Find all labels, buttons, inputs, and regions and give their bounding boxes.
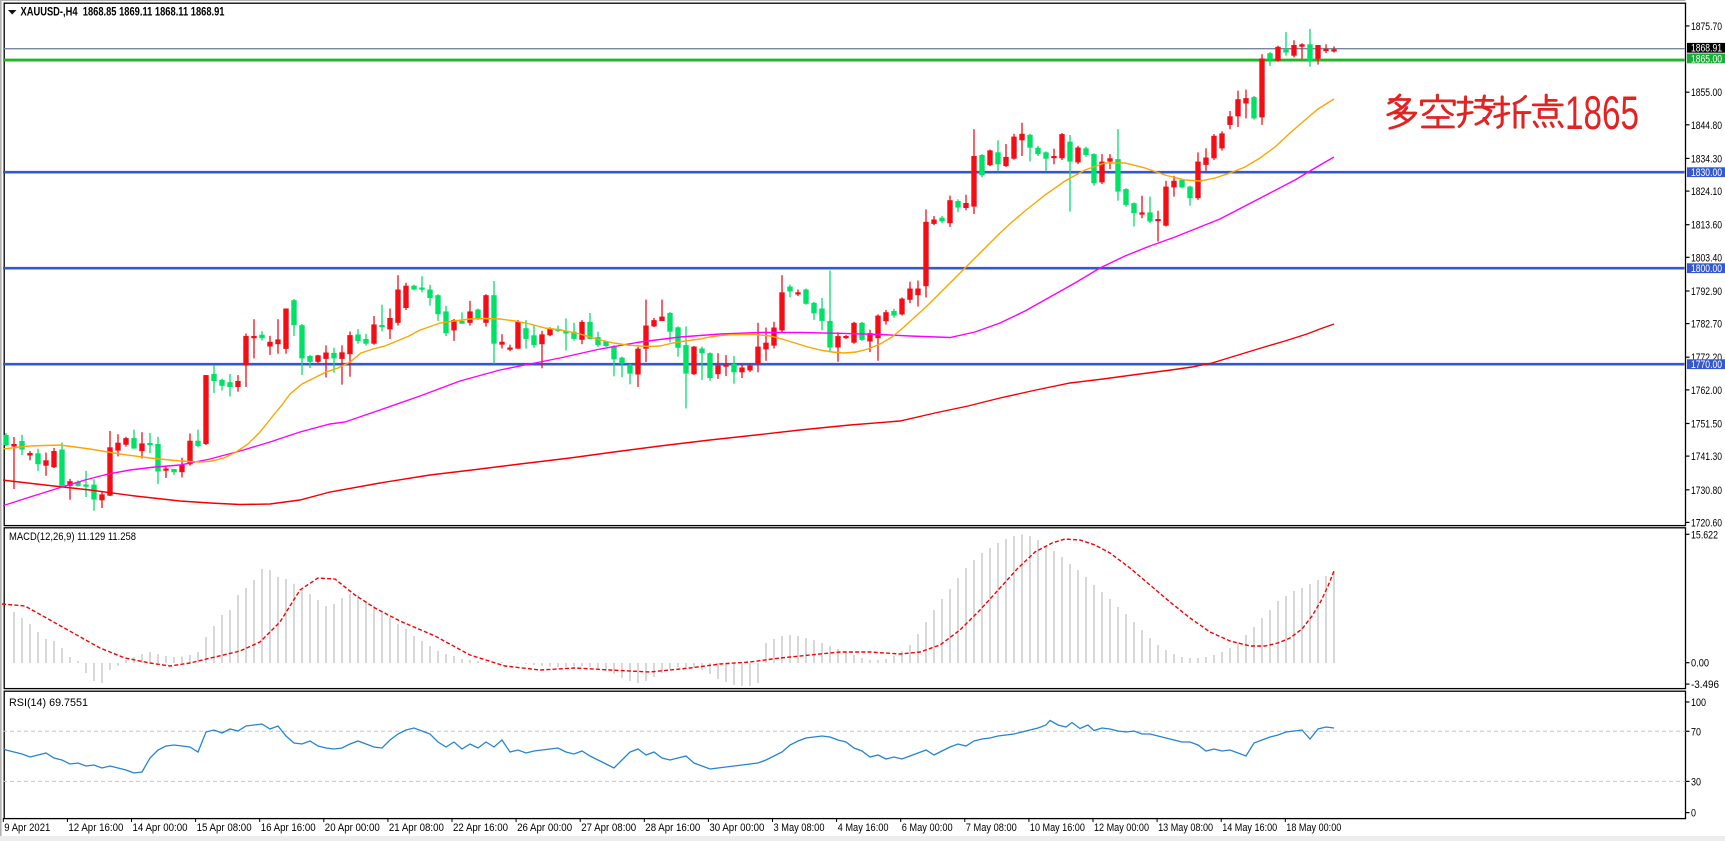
svg-text:1868.91: 1868.91 <box>1691 43 1722 55</box>
svg-text:9 Apr 2021: 9 Apr 2021 <box>4 822 50 834</box>
svg-text:-3.496: -3.496 <box>1691 679 1719 691</box>
svg-text:1813.60: 1813.60 <box>1691 220 1722 232</box>
svg-text:22 Apr 16:00: 22 Apr 16:00 <box>453 822 508 834</box>
svg-text:1730.80: 1730.80 <box>1691 485 1722 497</box>
svg-text:12 May 00:00: 12 May 00:00 <box>1094 822 1149 834</box>
svg-text:RSI(14) 69.7551: RSI(14) 69.7551 <box>9 697 88 709</box>
svg-text:70: 70 <box>1691 726 1701 738</box>
svg-text:27 Apr 08:00: 27 Apr 08:00 <box>581 822 636 834</box>
svg-text:18 May 00:00: 18 May 00:00 <box>1286 822 1341 834</box>
svg-text:1770.00: 1770.00 <box>1691 359 1722 371</box>
svg-text:1865.00: 1865.00 <box>1691 53 1722 65</box>
svg-text:21 Apr 08:00: 21 Apr 08:00 <box>389 822 444 834</box>
svg-text:15.622: 15.622 <box>1691 529 1718 541</box>
svg-text:1741.30: 1741.30 <box>1691 451 1722 463</box>
svg-text:16 Apr 16:00: 16 Apr 16:00 <box>261 822 316 834</box>
svg-text:15 Apr 08:00: 15 Apr 08:00 <box>197 822 252 834</box>
svg-text:0.00: 0.00 <box>1691 658 1709 670</box>
svg-text:1865: 1865 <box>1565 86 1639 139</box>
svg-text:1830.00: 1830.00 <box>1691 167 1722 179</box>
svg-text:1720.60: 1720.60 <box>1691 517 1722 529</box>
svg-text:30 Apr 00:00: 30 Apr 00:00 <box>709 822 764 834</box>
svg-text:1803.40: 1803.40 <box>1691 252 1722 264</box>
svg-text:26 Apr 00:00: 26 Apr 00:00 <box>517 822 572 834</box>
svg-text:1844.80: 1844.80 <box>1691 120 1722 132</box>
svg-text:0: 0 <box>1691 808 1696 820</box>
svg-text:XAUUSD-,H4 1868.85 1869.11 18: XAUUSD-,H4 1868.85 1869.11 1868.11 1868.… <box>21 5 225 19</box>
svg-text:28 Apr 16:00: 28 Apr 16:00 <box>645 822 700 834</box>
svg-text:100: 100 <box>1691 697 1706 709</box>
svg-text:13 May 08:00: 13 May 08:00 <box>1158 822 1213 834</box>
svg-text:4 May 16:00: 4 May 16:00 <box>838 822 889 834</box>
svg-text:12 Apr 16:00: 12 Apr 16:00 <box>68 822 123 834</box>
svg-text:14 May 16:00: 14 May 16:00 <box>1222 822 1277 834</box>
svg-text:1834.30: 1834.30 <box>1691 153 1722 165</box>
svg-text:20 Apr 00:00: 20 Apr 00:00 <box>325 822 380 834</box>
svg-text:1855.00: 1855.00 <box>1691 87 1722 99</box>
svg-text:14 Apr 00:00: 14 Apr 00:00 <box>133 822 188 834</box>
svg-text:30: 30 <box>1691 776 1701 788</box>
svg-text:1875.70: 1875.70 <box>1691 21 1722 33</box>
svg-text:7 May 08:00: 7 May 08:00 <box>966 822 1017 834</box>
svg-text:3 May 08:00: 3 May 08:00 <box>774 822 825 834</box>
svg-text:6 May 00:00: 6 May 00:00 <box>902 822 953 834</box>
svg-text:1751.50: 1751.50 <box>1691 419 1722 431</box>
svg-text:1792.90: 1792.90 <box>1691 286 1722 298</box>
svg-text:1800.00: 1800.00 <box>1691 263 1722 275</box>
svg-text:1824.10: 1824.10 <box>1691 186 1722 198</box>
svg-text:10 May 16:00: 10 May 16:00 <box>1030 822 1085 834</box>
svg-text:MACD(12,26,9) 11.129 11.258: MACD(12,26,9) 11.129 11.258 <box>9 531 136 543</box>
svg-text:1782.70: 1782.70 <box>1691 319 1722 331</box>
svg-text:1762.00: 1762.00 <box>1691 385 1722 397</box>
